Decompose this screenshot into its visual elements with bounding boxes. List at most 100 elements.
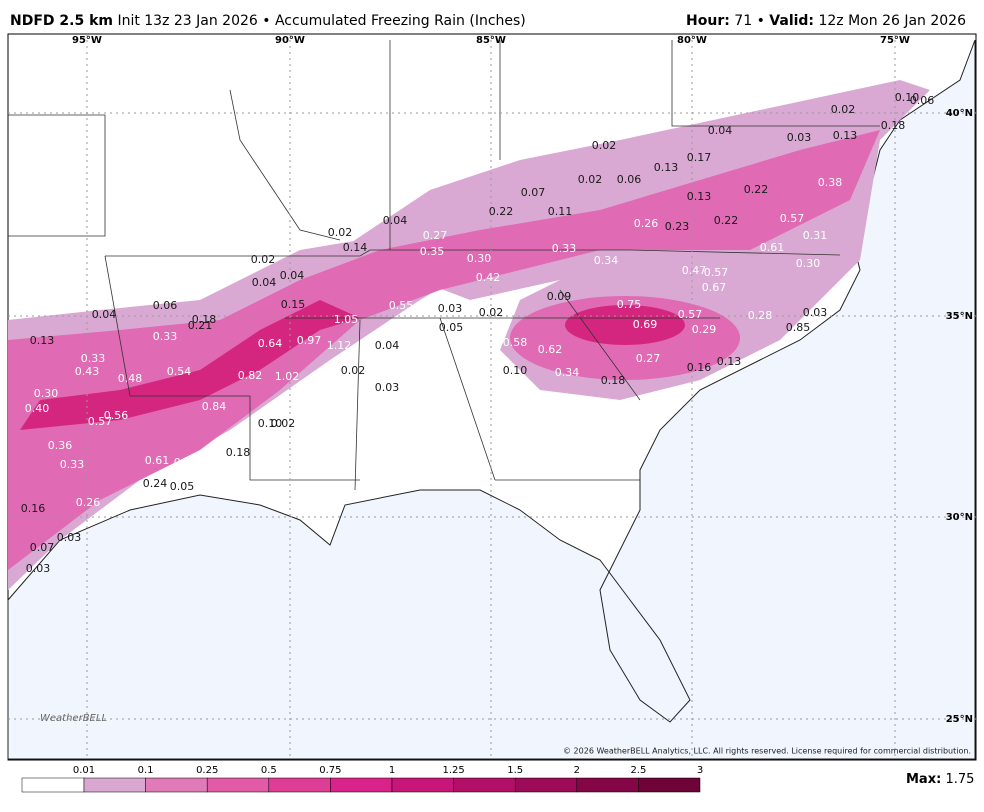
amount-label: 0.02 xyxy=(251,253,276,266)
amount-label: 0.82 xyxy=(238,369,263,382)
amount-label: 0.18 xyxy=(192,313,217,326)
amount-label: 0.30 xyxy=(467,252,492,265)
amount-label: 0.11 xyxy=(548,205,573,218)
amount-label: 0.02 xyxy=(328,226,353,239)
valid: 12z Mon 26 Jan 2026 xyxy=(818,13,966,29)
amount-label: 0.55 xyxy=(389,299,414,312)
amount-label: 0.04 xyxy=(708,124,733,137)
amount-label: 0.33 xyxy=(552,242,577,255)
amount-label: 0.15 xyxy=(281,298,306,311)
border xyxy=(559,289,641,401)
legend-swatch xyxy=(514,777,578,793)
legend-swatch xyxy=(206,777,270,793)
amount-label: 0.33 xyxy=(153,330,178,343)
border xyxy=(130,395,360,481)
amount-label: 0.03 xyxy=(26,562,51,575)
amount-label: 0.13 xyxy=(833,129,858,142)
amount-label: 0.57 xyxy=(780,212,805,225)
amount-label: 0.22 xyxy=(714,214,739,227)
latitude-label: 40°N xyxy=(946,108,973,119)
legend-swatch xyxy=(453,777,516,793)
legend-tick-label: 0.1 xyxy=(138,765,154,776)
latitude-label: 30°N xyxy=(946,512,973,523)
amount-label: 0.58 xyxy=(503,336,528,349)
longitude-label: 95°W xyxy=(72,35,102,46)
border xyxy=(105,249,841,257)
amount-label: 0.27 xyxy=(636,352,661,365)
amount-label: 0.06 xyxy=(153,299,178,312)
header-left: NDFD 2.5 km Init 13z 23 Jan 2026 • Accum… xyxy=(10,13,526,29)
amount-label: 0.04 xyxy=(375,339,400,352)
legend-tick-label: 0.75 xyxy=(319,765,341,776)
hour: 71 xyxy=(734,13,752,29)
amount-label: 0.13 xyxy=(654,161,679,174)
amount-label: 1.05 xyxy=(334,313,359,326)
amount-label: 0.02 xyxy=(479,306,504,319)
amount-label: 0.18 xyxy=(601,374,626,387)
logo: WeatherBELL xyxy=(40,713,107,724)
legend-tick-label: 0.25 xyxy=(196,765,218,776)
amount-label: 0.56 xyxy=(104,409,129,422)
amount-label: 0.42 xyxy=(476,271,501,284)
amount-label: 0.22 xyxy=(489,205,514,218)
model: NDFD 2.5 km xyxy=(10,13,113,29)
amount-label: 0.34 xyxy=(594,254,619,267)
amount-label: 0.02 xyxy=(341,364,366,377)
amount-label: 0.30 xyxy=(796,257,821,270)
amount-label: 0.16 xyxy=(21,502,46,515)
amount-label: 0.10 xyxy=(895,91,920,104)
valid-label: Valid: xyxy=(769,13,814,29)
amount-label: 0.34 xyxy=(555,366,580,379)
amount-label: 0.24 xyxy=(143,477,168,490)
legend-swatch xyxy=(145,777,208,793)
legend: 0.01 0.1 0.25 0.5 0.75 1 1.25 1.5 2 2.5 3 xyxy=(21,765,703,793)
amount-label: 0.10 xyxy=(258,417,283,430)
amount-label: 0.21 xyxy=(188,319,213,332)
separator: • xyxy=(757,13,765,29)
amount-label: 0.02 xyxy=(592,139,617,152)
amount-label: 0.61 xyxy=(174,456,199,469)
legend-swatch xyxy=(391,777,454,793)
amount-label: 1.02 xyxy=(275,370,300,383)
legend-tick-label: 2 xyxy=(574,765,580,776)
amount-label: 0.36 xyxy=(48,439,73,452)
amount-label: 0.03 xyxy=(375,381,400,394)
legend-swatch xyxy=(83,777,146,793)
amount-label: 0.97 xyxy=(297,334,322,347)
amount-label: 0.05 xyxy=(439,321,464,334)
amount-label: 0.22 xyxy=(744,183,769,196)
amount-label: 0.16 xyxy=(687,361,712,374)
freezing-rain-heavy xyxy=(565,305,685,345)
amount-label: 0.67 xyxy=(702,281,727,294)
amount-label: 0.84 xyxy=(202,400,227,413)
latitude-label: 35°N xyxy=(946,311,973,322)
amount-label: 0.04 xyxy=(92,308,117,321)
legend-swatch xyxy=(268,777,331,793)
amount-label: 0.23 xyxy=(665,220,690,233)
amount-label: 0.04 xyxy=(252,276,277,289)
amount-label: 0.57 xyxy=(88,415,113,428)
header-right: Hour: 71 • Valid: 12z Mon 26 Jan 2026 xyxy=(686,13,966,29)
amount-label: 0.54 xyxy=(167,365,192,378)
amount-label: 0.02 xyxy=(831,103,856,116)
amount-label: 1.12 xyxy=(327,339,352,352)
amount-label: 0.33 xyxy=(60,458,85,471)
amount-label: 0.17 xyxy=(687,151,712,164)
amount-label: 0.27 xyxy=(423,229,448,242)
amount-label: 0.18 xyxy=(881,119,906,132)
freezing-rain-heavy xyxy=(20,300,360,430)
amount-label: 0.02 xyxy=(578,173,603,186)
amount-label: 0.10 xyxy=(503,364,528,377)
copyright: © 2026 WeatherBELL Analytics, LLC. All r… xyxy=(563,747,971,756)
amount-label: 0.28 xyxy=(748,309,773,322)
border xyxy=(354,319,361,491)
border xyxy=(104,255,131,397)
amount-label: 0.57 xyxy=(678,308,703,321)
amount-label: 0.07 xyxy=(30,541,55,554)
longitude-label: 85°W xyxy=(476,35,506,46)
max-label: Max: xyxy=(906,772,941,787)
border xyxy=(229,89,341,241)
legend-swatch xyxy=(638,777,701,793)
amount-label: 0.35 xyxy=(420,245,445,258)
